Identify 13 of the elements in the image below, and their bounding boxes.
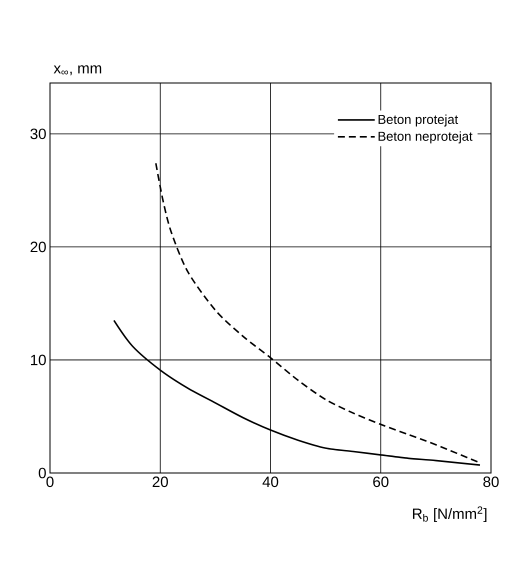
y-tick-label: 20 — [30, 242, 46, 252]
x-tick-label: 60 — [373, 476, 388, 488]
x-tick-label: 20 — [152, 476, 168, 488]
legend-label: Beton neprotejat — [378, 131, 472, 144]
legend-label: Beton protejat — [378, 114, 458, 127]
y-axis-title: x$_{∞}$, mm — [54, 65, 102, 76]
y-tick-label: 30 — [30, 128, 46, 140]
y-tick-label: 10 — [31, 354, 46, 366]
x-tick-label: 80 — [483, 476, 499, 488]
x-tick-label: 0 — [46, 476, 54, 488]
y-tick-label: 0 — [38, 468, 46, 478]
x-tick-label: 40 — [262, 476, 278, 488]
x-axis-title: R$_{b}$ [N/mm$^{2}$] — [412, 506, 486, 522]
